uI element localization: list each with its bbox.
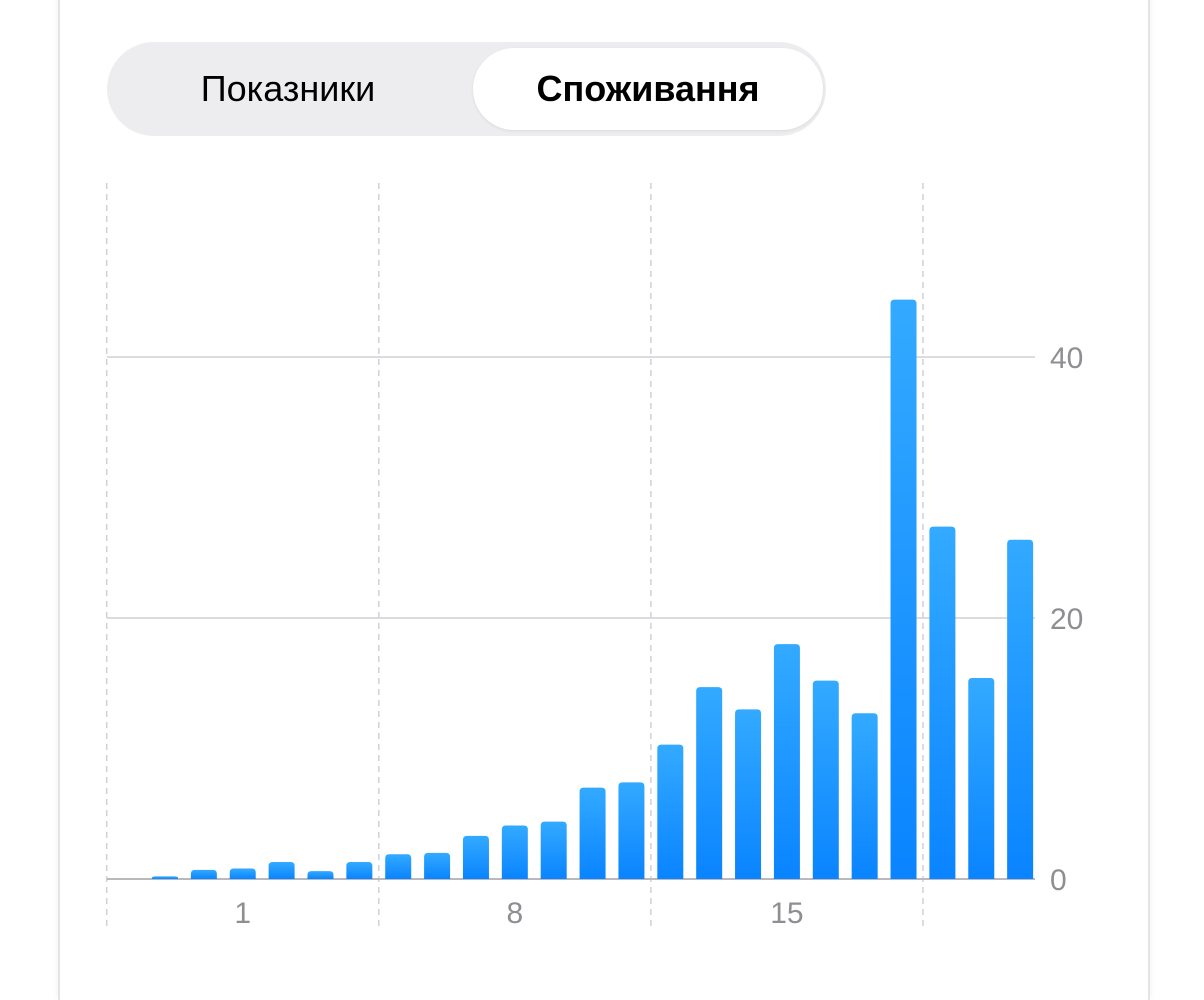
y-tick-label: 20 xyxy=(1050,603,1083,636)
bar xyxy=(229,868,256,879)
bar xyxy=(851,713,878,879)
segment-indicators[interactable]: Показники xyxy=(200,68,376,109)
bar xyxy=(773,644,800,879)
consumption-bar-chart: 0 20 40 1 8 15 xyxy=(105,183,1083,930)
bar xyxy=(696,687,723,879)
bar xyxy=(929,526,956,879)
bar xyxy=(890,299,917,880)
bar xyxy=(307,871,334,879)
bar xyxy=(346,862,373,879)
bar xyxy=(152,876,178,879)
x-tick-label: 8 xyxy=(506,897,523,930)
bar xyxy=(735,709,762,879)
bar xyxy=(190,869,217,879)
bar xyxy=(1007,539,1034,879)
bar xyxy=(579,787,606,879)
bar xyxy=(424,852,451,879)
segment-consumption[interactable]: Споживання xyxy=(473,48,823,130)
bar xyxy=(812,680,839,879)
bar xyxy=(968,678,995,879)
bar xyxy=(618,782,645,879)
segmented-control: Показники Споживання xyxy=(107,42,826,136)
bar xyxy=(657,744,684,879)
y-tick-label: 40 xyxy=(1050,342,1083,375)
bar xyxy=(462,835,489,879)
x-tick-label: 1 xyxy=(234,897,251,930)
x-tick-label: 15 xyxy=(770,897,803,930)
y-tick-label: 0 xyxy=(1050,864,1067,897)
bar xyxy=(540,821,567,879)
bar xyxy=(385,854,412,879)
bar xyxy=(501,825,528,879)
bar xyxy=(268,862,295,879)
